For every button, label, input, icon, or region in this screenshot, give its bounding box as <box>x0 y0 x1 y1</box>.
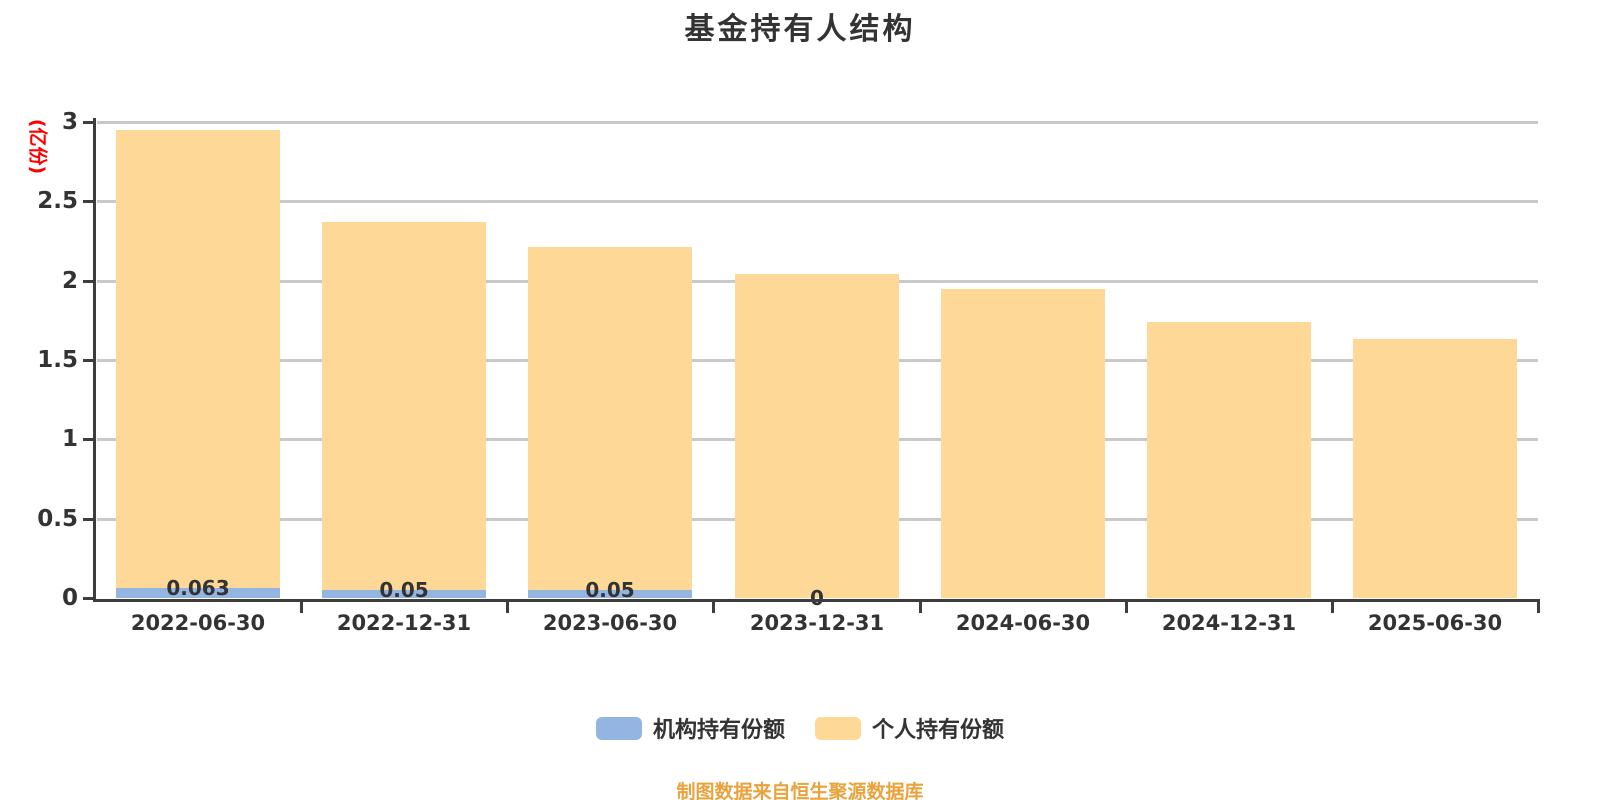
bar-individual-2022-12-31 <box>322 222 486 590</box>
y-axis-tick-label-1: 1 <box>61 426 78 452</box>
legend: 机构持有份额 个人持有份额 <box>0 712 1600 744</box>
y-axis-tick-2 <box>83 280 95 283</box>
x-axis-tick-2 <box>506 599 509 613</box>
x-axis-label-2025-06-30: 2025-06-30 <box>1367 611 1503 635</box>
bar-value-label-2023-12-31: 0 <box>810 586 824 610</box>
x-axis-label-2023-06-30: 2023-06-30 <box>542 611 678 635</box>
bar-value-label-2022-06-30: 0.063 <box>166 576 230 600</box>
x-axis-label-2024-06-30: 2024-06-30 <box>955 611 1091 635</box>
x-axis-tick-7 <box>1537 599 1540 613</box>
x-axis-tick-4 <box>919 599 922 613</box>
individual-series-swatch <box>815 716 861 740</box>
y-axis-tick-label-2.5: 2.5 <box>37 188 78 214</box>
y-axis-tick-label-1.5: 1.5 <box>37 347 78 373</box>
bar-value-label-2022-12-31: 0.05 <box>379 578 429 602</box>
legend-item-institutional[interactable]: 机构持有份额 <box>595 712 785 744</box>
bar-individual-2022-06-30 <box>116 130 280 588</box>
x-axis-tick-3 <box>712 599 715 613</box>
y-axis-tick-label-0.5: 0.5 <box>37 506 78 532</box>
x-axis-tick-6 <box>1331 599 1334 613</box>
x-axis-label-2023-12-31: 2023-12-31 <box>749 611 885 635</box>
bar-individual-2024-12-31 <box>1147 322 1311 598</box>
chart-title: 基金持有人结构 <box>684 12 916 47</box>
legend-label-institutional: 机构持有份额 <box>652 718 785 743</box>
y-axis-tick-label-2: 2 <box>61 268 78 294</box>
y-gridline-2.5 <box>97 200 1538 203</box>
bar-value-label-2023-06-30: 0.05 <box>585 578 635 602</box>
x-axis-label-2024-12-31: 2024-12-31 <box>1161 611 1297 635</box>
x-axis-tick-5 <box>1125 599 1128 613</box>
y-axis-tick-2.5 <box>83 200 95 203</box>
x-axis-label-2022-12-31: 2022-12-31 <box>336 611 472 635</box>
y-axis-tick-0 <box>83 597 95 600</box>
bar-institutional-2022-12-31 <box>322 590 486 598</box>
legend-item-individual[interactable]: 个人持有份额 <box>815 712 1004 744</box>
bar-individual-2024-06-30 <box>941 289 1105 598</box>
x-axis-tick-1 <box>300 599 303 613</box>
bar-individual-2025-06-30 <box>1353 339 1517 598</box>
y-axis-tick-1.5 <box>83 359 95 362</box>
institutional-series-swatch <box>595 716 642 740</box>
x-axis-line <box>93 599 1538 602</box>
y-axis-tick-label-3: 3 <box>61 109 78 135</box>
y-axis-tick-label-0: 0 <box>61 585 78 611</box>
legend-label-individual: 个人持有份额 <box>872 718 1005 743</box>
y-axis-tick-3 <box>83 121 95 124</box>
x-axis-label-2022-06-30: 2022-06-30 <box>130 611 266 635</box>
bar-individual-2023-06-30 <box>528 247 692 590</box>
data-source-note: 制图数据来自恒生聚源数据库 <box>676 781 924 800</box>
y-axis-tick-0.5 <box>83 518 95 521</box>
bar-institutional-2023-06-30 <box>528 590 692 598</box>
y-gridline-3 <box>97 121 1538 124</box>
bar-individual-2023-12-31 <box>735 274 899 598</box>
y-axis-tick-1 <box>83 438 95 441</box>
bar-institutional-2022-06-30 <box>116 588 280 598</box>
